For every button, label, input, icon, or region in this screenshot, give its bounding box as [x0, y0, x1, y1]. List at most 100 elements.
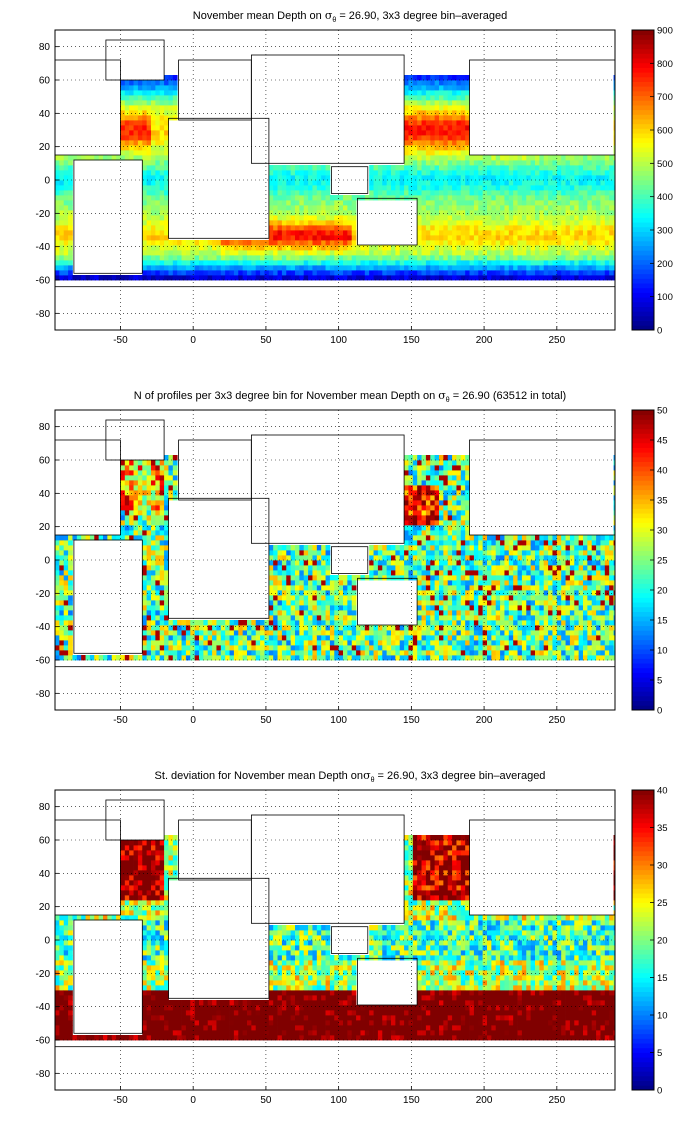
heatmap-cell [434, 495, 440, 501]
heatmap-cell [530, 165, 536, 171]
heatmap-cell [151, 165, 156, 171]
heatmap-cell [137, 80, 143, 86]
heatmap-cell [203, 645, 209, 651]
heatmap-cell [386, 185, 392, 191]
heatmap-cell [338, 215, 344, 221]
heatmap-cell [321, 605, 326, 611]
heatmap-cell [591, 185, 597, 191]
heatmap-cell [151, 475, 156, 481]
heatmap-cell [146, 460, 152, 466]
heatmap-cell [146, 190, 152, 196]
heatmap-cell [565, 195, 571, 201]
heatmap-cell [408, 565, 414, 571]
heatmap-cell [491, 630, 497, 636]
heatmap-cell [456, 500, 462, 506]
heatmap-cell [421, 145, 427, 151]
heatmap-cell [369, 170, 374, 176]
heatmap-cell [72, 535, 78, 541]
heatmap-cell [260, 625, 265, 631]
heatmap-cell [565, 180, 571, 186]
heatmap-cell [268, 615, 274, 621]
heatmap-cell [487, 535, 492, 541]
heatmap-cell [552, 260, 558, 266]
heatmap-cell [434, 600, 440, 606]
heatmap-cell [447, 230, 453, 236]
heatmap-cell [277, 165, 283, 171]
heatmap-cell [295, 165, 300, 171]
heatmap-cell [391, 565, 396, 571]
heatmap-cell [425, 480, 431, 486]
heatmap-cell [76, 655, 82, 661]
heatmap-cell [277, 605, 283, 611]
heatmap-cell [142, 500, 148, 506]
heatmap-cell [430, 630, 436, 636]
heatmap-cell [443, 265, 449, 271]
heatmap-cell [443, 115, 449, 121]
heatmap-cell [181, 630, 187, 636]
heatmap-cell [395, 275, 401, 281]
heatmap-cell [225, 250, 230, 256]
heatmap-cell [295, 255, 300, 261]
heatmap-cell [399, 630, 405, 636]
heatmap-cell [151, 125, 156, 131]
heatmap-cell [513, 230, 518, 236]
heatmap-cell [338, 640, 344, 646]
heatmap-cell [146, 155, 152, 161]
heatmap-cell [417, 615, 422, 621]
heatmap-cell [495, 550, 501, 556]
heatmap-cell [203, 255, 209, 261]
heatmap-cell [199, 250, 204, 256]
heatmap-cell [434, 85, 440, 91]
heatmap-cell [351, 605, 357, 611]
heatmap-cell [443, 145, 449, 151]
heatmap-cell [299, 210, 305, 216]
heatmap-cell [425, 105, 431, 111]
heatmap-cell [55, 540, 60, 546]
heatmap-cell [596, 240, 601, 246]
heatmap-cell [364, 270, 370, 276]
heatmap-cell [316, 205, 322, 211]
heatmap-cell [443, 175, 449, 181]
heatmap-cell [142, 175, 148, 181]
heatmap-cell [220, 635, 226, 641]
heatmap-cell [465, 85, 470, 91]
heatmap-cell [343, 275, 348, 281]
heatmap-cell [556, 180, 562, 186]
heatmap-cell [517, 560, 523, 566]
heatmap-cell [321, 200, 326, 206]
heatmap-cell [517, 575, 523, 581]
heatmap-cell [412, 570, 418, 576]
heatmap-cell [59, 235, 65, 241]
heatmap-cell [417, 560, 422, 566]
heatmap-cell [286, 655, 292, 661]
heatmap-cell [164, 455, 169, 461]
heatmap-cell [404, 475, 409, 481]
heatmap-cell [286, 570, 292, 576]
heatmap-cell [543, 255, 549, 261]
heatmap-cell [129, 515, 134, 521]
heatmap-cell [334, 590, 340, 596]
heatmap-cell [460, 540, 466, 546]
heatmap-cell [574, 215, 580, 221]
heatmap-cell [343, 635, 348, 641]
heatmap-cell [137, 115, 143, 121]
heatmap-cell [268, 595, 274, 601]
heatmap-cell [421, 255, 427, 261]
heatmap-cell [487, 560, 492, 566]
heatmap-cell [513, 205, 518, 211]
heatmap-cell [146, 275, 152, 281]
heatmap-cell [430, 85, 436, 91]
heatmap-cell [151, 645, 156, 651]
heatmap-cell [343, 225, 348, 231]
heatmap-cell [164, 625, 169, 631]
heatmap-cell [168, 95, 174, 101]
heatmap-cell [155, 585, 161, 591]
colorbar-swatch [632, 278, 654, 284]
heatmap-cell [417, 645, 422, 651]
heatmap-cell [146, 490, 152, 496]
heatmap-cell [491, 155, 497, 161]
heatmap-cell [425, 565, 431, 571]
heatmap-cell [312, 175, 318, 181]
heatmap-cell [194, 640, 200, 646]
heatmap-cell [404, 145, 409, 151]
